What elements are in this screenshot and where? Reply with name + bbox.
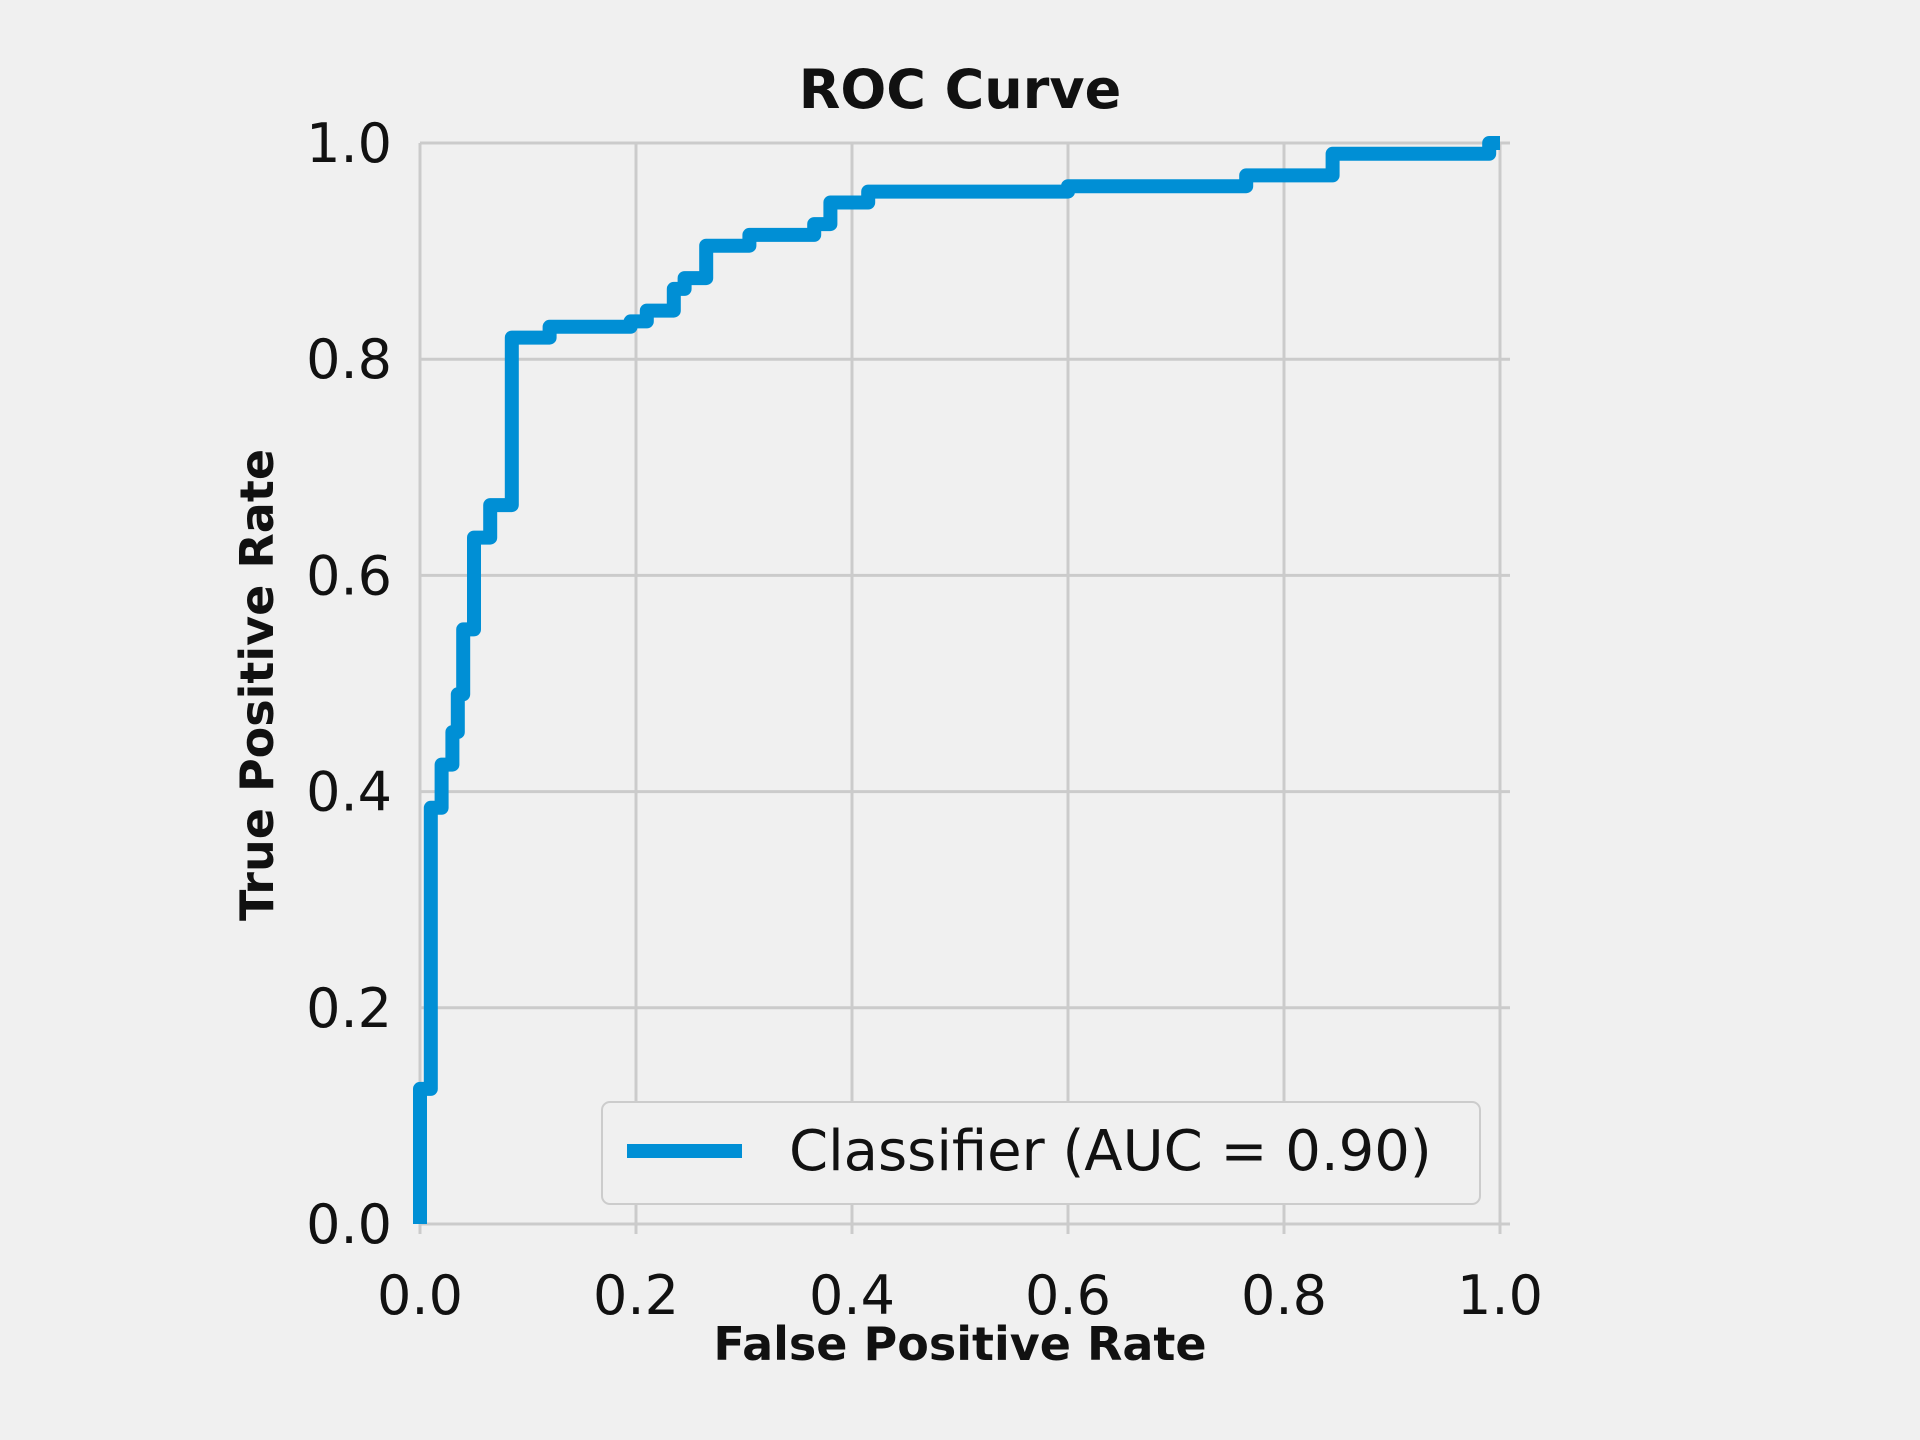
y-tick-label: 0.0 — [306, 1193, 392, 1256]
y-tick-label: 1.0 — [306, 112, 392, 175]
tick-labels: 0.0 0.2 0.4 0.6 0.8 1.0 0.0 0.2 0.4 0.6 0.8 1.0 — [306, 112, 1543, 1327]
chart-title: ROC Curve — [799, 58, 1121, 121]
y-tick-label: 0.8 — [306, 328, 392, 391]
y-tick-label: 0.6 — [306, 544, 392, 607]
series — [413, 136, 1500, 1224]
x-tick-label: 0.6 — [1025, 1264, 1111, 1327]
x-tick-label: 0.0 — [377, 1264, 463, 1327]
x-tick-label: 0.4 — [809, 1264, 895, 1327]
x-tick-label: 1.0 — [1457, 1264, 1543, 1327]
legend-frame — [601, 1101, 1481, 1205]
roc-curve-line — [413, 136, 1500, 1224]
x-tick-label: 0.2 — [593, 1264, 679, 1327]
legend-label: Classifier (AUC = 0.90) — [789, 1119, 1432, 1184]
y-axis-title: True Positive Rate — [230, 449, 284, 921]
y-tick-label: 0.4 — [306, 761, 392, 824]
x-axis-title: False Positive Rate — [713, 1317, 1206, 1371]
legend: Classifier (AUC = 0.90) — [601, 1101, 1481, 1205]
x-tick-label: 0.8 — [1241, 1264, 1327, 1327]
grid — [418, 141, 1510, 1234]
y-tick-label: 0.2 — [306, 977, 392, 1040]
